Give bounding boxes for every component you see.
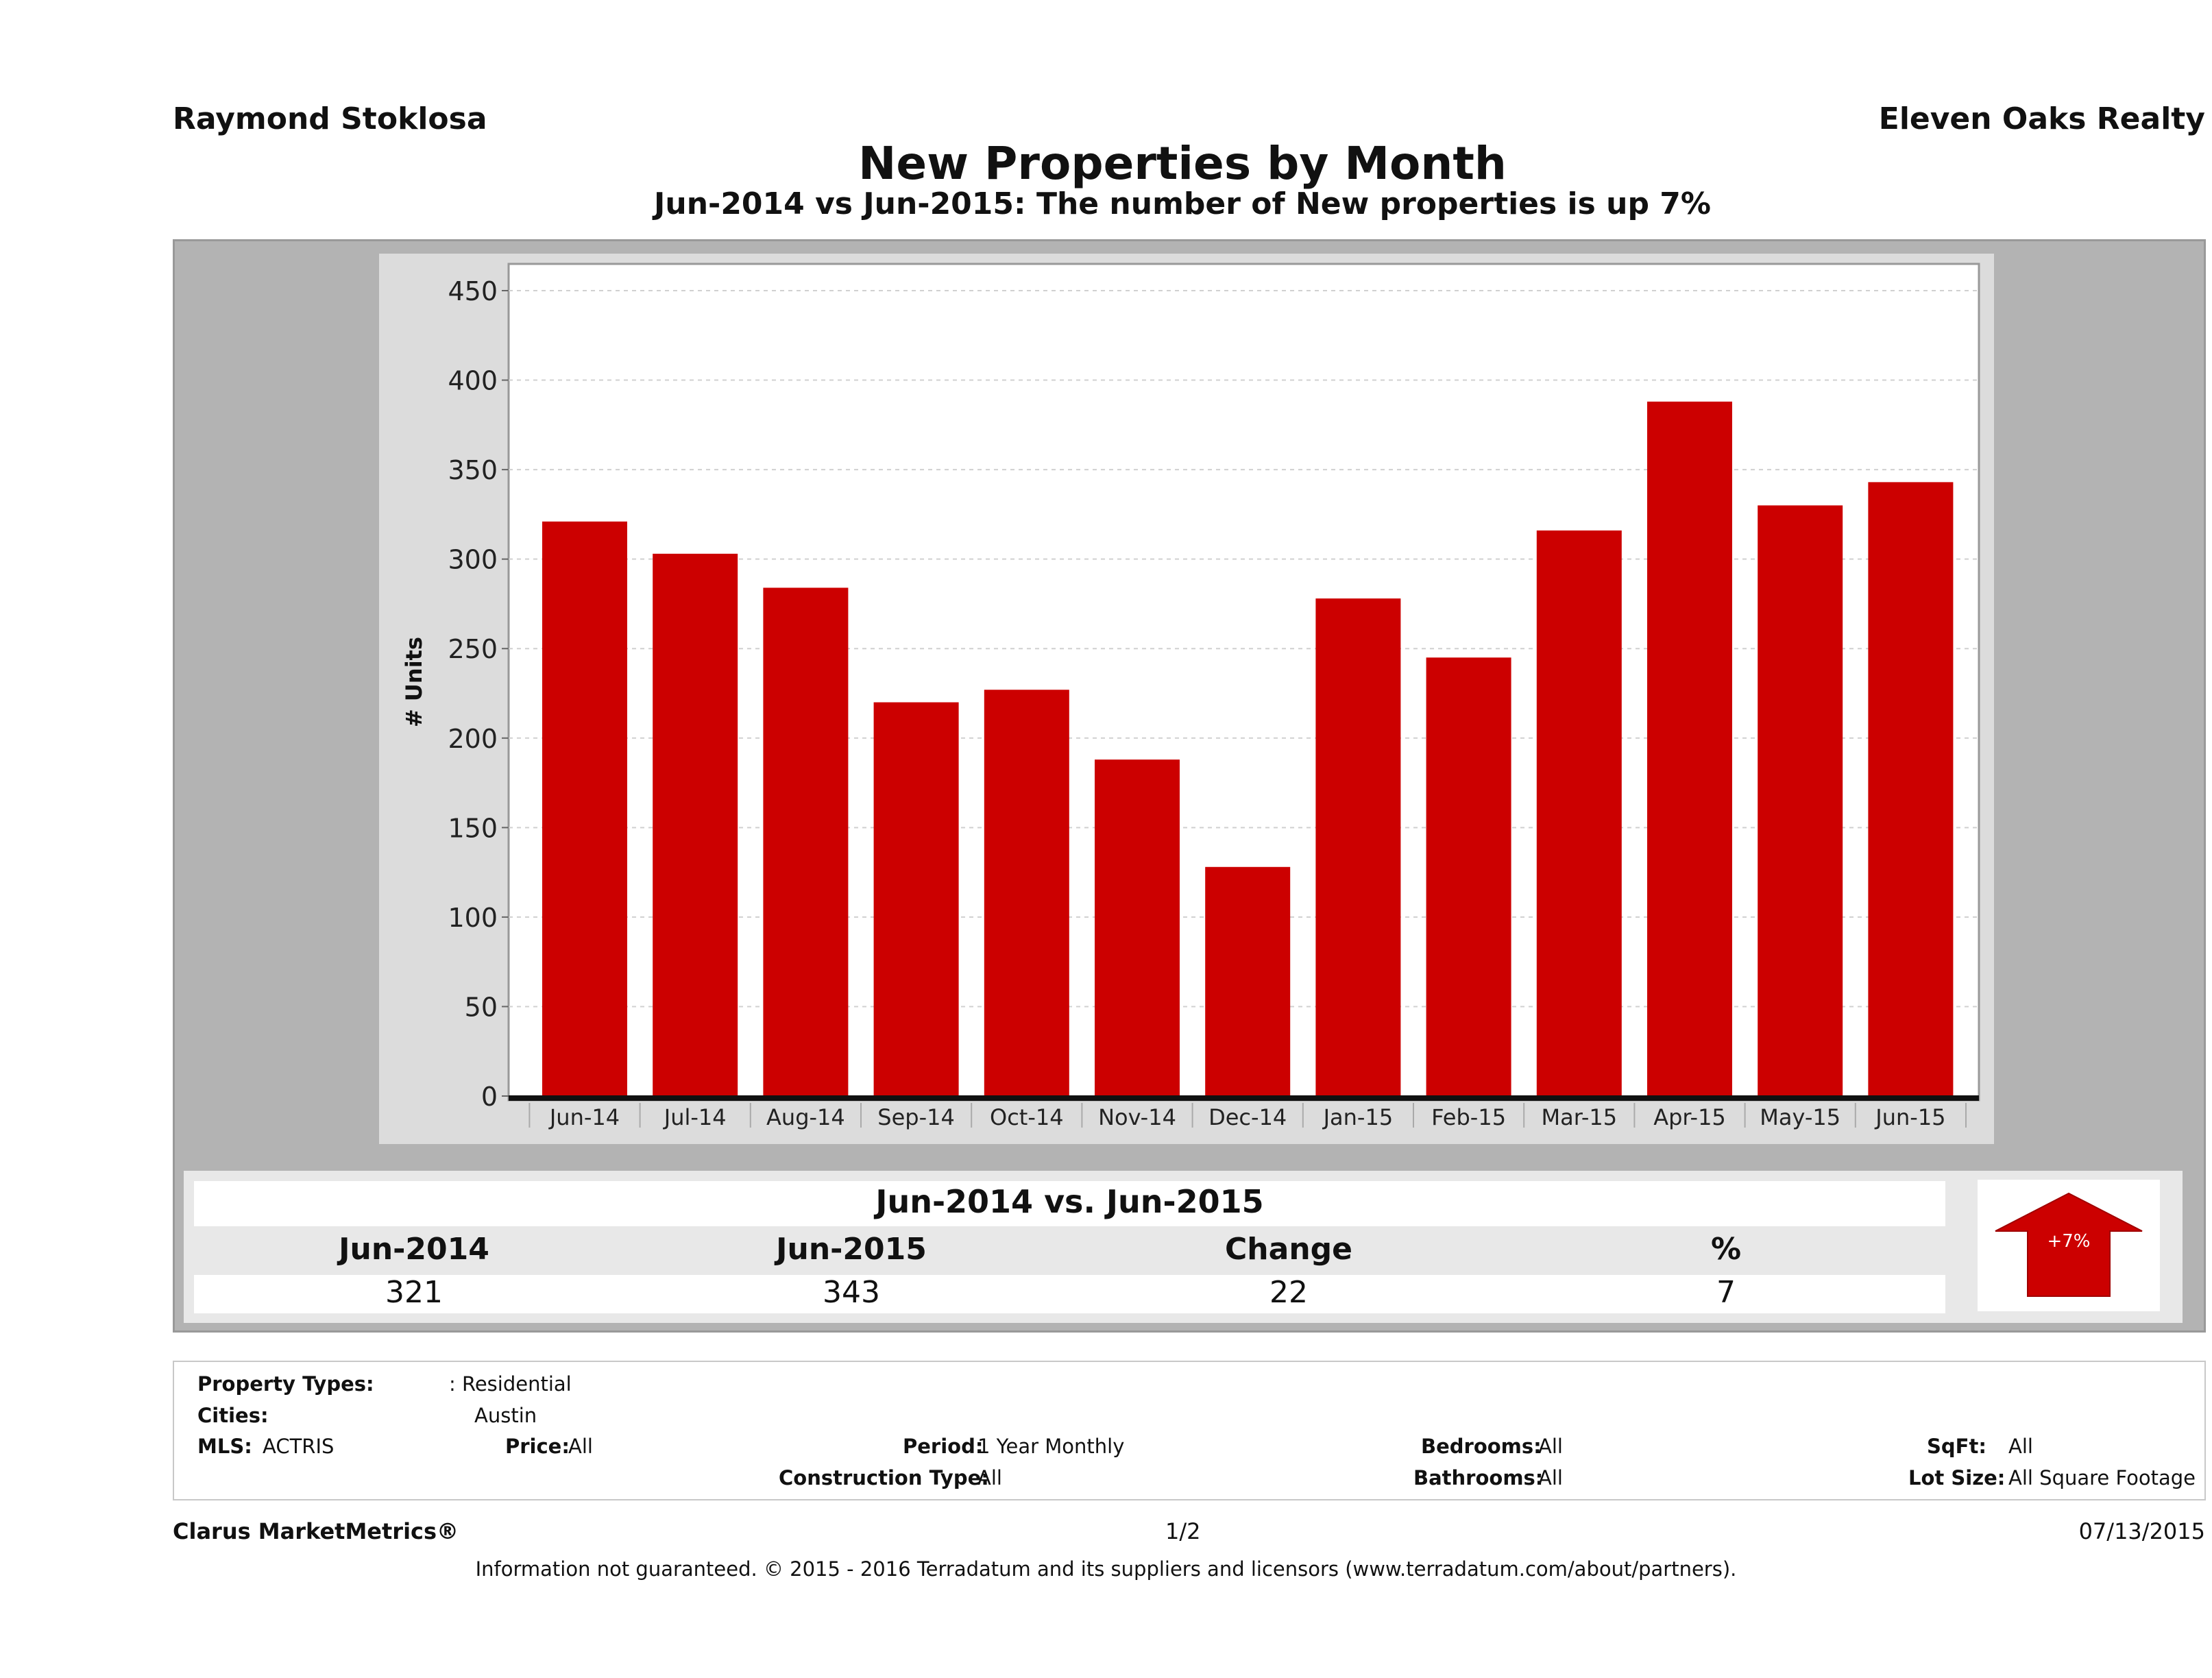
sqft-label: SqFt:: [1927, 1435, 1986, 1458]
bar-oct-14: [984, 690, 1069, 1096]
construction-type-label: Construction Type:: [779, 1466, 989, 1489]
y-tick-label: 200: [448, 724, 498, 754]
bar-jul-14: [653, 553, 738, 1096]
property-types-label: Property Types:: [197, 1372, 374, 1396]
change-indicator: +7%: [1978, 1180, 2160, 1311]
bedrooms-label: Bedrooms:: [1421, 1435, 1542, 1458]
brokerage-name: Eleven Oaks Realty: [1878, 101, 2205, 136]
mls-label: MLS:: [197, 1435, 252, 1458]
x-tick-label: Aug-14: [766, 1104, 845, 1130]
bathrooms-value: All: [1538, 1466, 1563, 1489]
disclaimer: Information not guaranteed. © 2015 - 201…: [475, 1557, 1737, 1581]
bathrooms-label: Bathrooms:: [1413, 1466, 1544, 1489]
x-tick-label: Jun-14: [548, 1104, 620, 1130]
y-tick-label: 100: [448, 903, 498, 933]
summary-value-jun2014: 321: [385, 1275, 443, 1310]
x-tick-label: Dec-14: [1208, 1104, 1287, 1130]
bar-jun-15: [1868, 482, 1954, 1096]
y-tick-label: 350: [448, 455, 498, 485]
sqft-value: All: [2008, 1435, 2033, 1458]
bar-feb-15: [1426, 657, 1511, 1096]
report-title: New Properties by Month: [858, 137, 1507, 190]
y-tick-label: 300: [448, 545, 498, 575]
summary-header-jun2014: Jun-2014: [339, 1232, 489, 1267]
x-tick-label: Jan-15: [1322, 1104, 1394, 1130]
x-tick-label: Sep-14: [877, 1104, 955, 1130]
x-tick-label: Apr-15: [1653, 1104, 1726, 1130]
x-tick-label: Mar-15: [1542, 1104, 1618, 1130]
price-label: Price:: [505, 1435, 570, 1458]
x-tick-label: Jun-15: [1874, 1104, 1945, 1130]
summary-value-percent: 7: [1716, 1275, 1736, 1310]
construction-type-value: All: [977, 1466, 1002, 1489]
x-tick-label: Nov-14: [1098, 1104, 1176, 1130]
report-date: 07/13/2015: [2078, 1518, 2205, 1544]
bar-jan-15: [1315, 598, 1401, 1096]
y-tick-label: 250: [448, 634, 498, 664]
summary-header-jun2015: Jun-2015: [776, 1232, 927, 1267]
bar-sep-14: [873, 702, 959, 1096]
y-axis-ticks: 0 50 100 150 200 250 300 350 400 450: [448, 276, 509, 1112]
bar-aug-14: [763, 587, 849, 1096]
arrow-up-icon: +7%: [1995, 1192, 2143, 1297]
mls-value: ACTRIS: [263, 1435, 335, 1458]
y-tick-label: 0: [481, 1082, 498, 1112]
cities-label: Cities:: [197, 1404, 269, 1427]
bedrooms-value: All: [1538, 1435, 1563, 1458]
summary-header-percent: %: [1710, 1232, 1742, 1267]
summary-title-row: [194, 1181, 1945, 1226]
x-tick-label: Feb-15: [1431, 1104, 1506, 1130]
y-tick-label: 150: [448, 813, 498, 843]
lot-size-label: Lot Size:: [1908, 1466, 2006, 1489]
x-tick-label: Oct-14: [990, 1104, 1064, 1130]
bar-may-15: [1758, 505, 1843, 1096]
agent-name: Raymond Stoklosa: [173, 101, 487, 136]
criteria-box: [173, 1361, 2206, 1500]
summary-value-change: 22: [1269, 1275, 1308, 1310]
cities-value: Austin: [474, 1404, 537, 1427]
x-axis-ticks: Jun-14 Jul-14 Aug-14 Sep-14 Oct-14 Nov-14 Dec-…: [509, 1095, 1979, 1130]
summary-value-jun2015: 343: [823, 1275, 880, 1310]
change-badge: +7%: [2047, 1231, 2090, 1252]
bar-jun-14: [542, 521, 627, 1096]
page-number: 1/2: [1165, 1518, 1201, 1544]
y-tick-label: 50: [465, 992, 498, 1022]
bar-dec-14: [1205, 866, 1291, 1096]
y-tick-label: 400: [448, 366, 498, 396]
x-tick-label: May-15: [1760, 1104, 1840, 1130]
period-label: Period:: [903, 1435, 984, 1458]
x-tick-label: Jul-14: [663, 1104, 727, 1130]
period-value: 1 Year Monthly: [977, 1435, 1125, 1458]
product-name: Clarus MarketMetrics®: [173, 1518, 459, 1544]
lot-size-value: All Square Footage: [2008, 1466, 2196, 1489]
property-types-value: : Residential: [449, 1372, 572, 1396]
y-tick-label: 450: [448, 276, 498, 306]
y-axis-label: # Units: [401, 637, 427, 727]
summary-title: Jun-2014 vs. Jun-2015: [875, 1183, 1264, 1220]
bar-mar-15: [1536, 530, 1622, 1096]
bar-nov-14: [1095, 759, 1180, 1096]
report-subtitle: Jun-2014 vs Jun-2015: The number of New …: [654, 186, 1711, 221]
bar-apr-15: [1647, 401, 1732, 1096]
bars: [542, 401, 1954, 1096]
summary-header-change: Change: [1225, 1232, 1352, 1267]
price-value: All: [568, 1435, 593, 1458]
bar-chart: 0 50 100 150 200 250 300 350 400 450 Jun-14 Jul-14…: [401, 263, 1980, 1130]
summary-values-row: [194, 1275, 1945, 1313]
